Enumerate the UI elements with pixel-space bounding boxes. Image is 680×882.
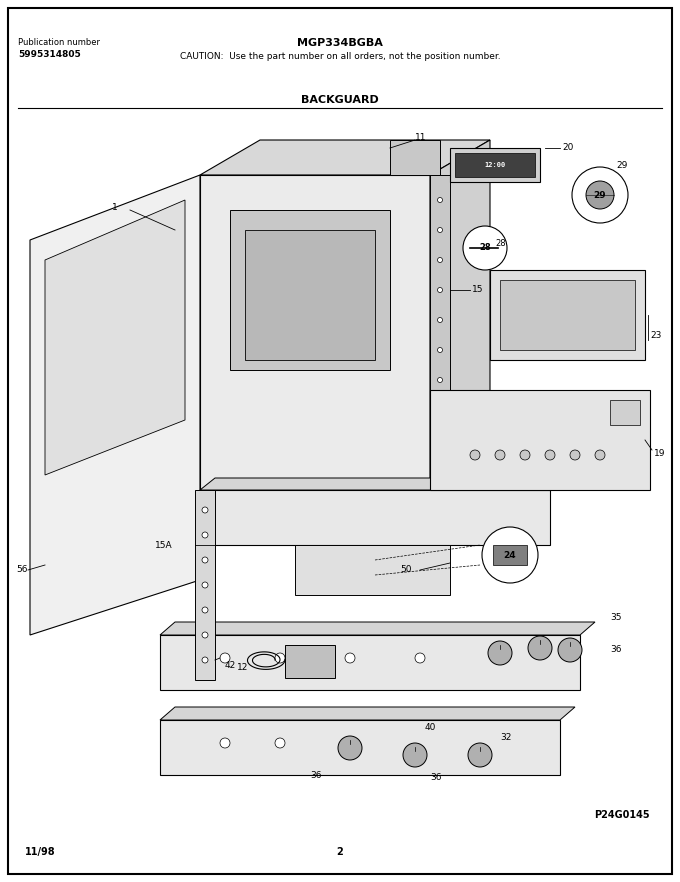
Text: 56: 56	[16, 565, 27, 574]
Circle shape	[437, 437, 443, 443]
Circle shape	[202, 507, 208, 513]
Polygon shape	[285, 645, 335, 678]
Circle shape	[482, 527, 538, 583]
Text: Publication number: Publication number	[18, 38, 100, 47]
Circle shape	[595, 450, 605, 460]
Circle shape	[437, 228, 443, 233]
Text: 23: 23	[650, 331, 662, 340]
Text: 12: 12	[237, 663, 248, 672]
Circle shape	[345, 653, 355, 663]
Circle shape	[470, 450, 480, 460]
Text: 29: 29	[594, 191, 607, 199]
Polygon shape	[490, 270, 645, 360]
Text: 12:00: 12:00	[484, 162, 506, 168]
Circle shape	[202, 582, 208, 588]
Polygon shape	[30, 175, 200, 635]
Polygon shape	[200, 490, 550, 545]
Polygon shape	[610, 400, 640, 425]
Text: MGP334BGBA: MGP334BGBA	[297, 38, 383, 48]
Text: 29: 29	[616, 161, 628, 169]
Text: 1: 1	[112, 203, 118, 212]
Polygon shape	[195, 490, 215, 680]
Circle shape	[495, 450, 505, 460]
Polygon shape	[450, 148, 540, 182]
Text: 35: 35	[610, 614, 622, 623]
Circle shape	[558, 638, 582, 662]
Polygon shape	[430, 390, 650, 490]
Text: 15: 15	[472, 286, 483, 295]
Polygon shape	[160, 635, 580, 690]
Polygon shape	[200, 478, 565, 490]
Circle shape	[202, 607, 208, 613]
Polygon shape	[200, 175, 430, 490]
Circle shape	[528, 636, 552, 660]
Polygon shape	[160, 707, 575, 720]
Circle shape	[403, 743, 427, 767]
Circle shape	[488, 641, 512, 665]
Text: 40: 40	[425, 723, 437, 732]
Text: 19: 19	[654, 449, 666, 458]
Text: 36: 36	[610, 646, 622, 654]
Polygon shape	[430, 140, 490, 490]
Circle shape	[437, 377, 443, 383]
Circle shape	[415, 653, 425, 663]
Text: 42: 42	[225, 661, 236, 669]
Polygon shape	[230, 210, 390, 370]
Circle shape	[437, 318, 443, 323]
Text: 20: 20	[562, 144, 573, 153]
Text: 15A: 15A	[155, 541, 173, 549]
Text: 32: 32	[500, 734, 511, 743]
Circle shape	[437, 348, 443, 353]
Text: 36: 36	[310, 771, 322, 780]
Circle shape	[437, 467, 443, 473]
Circle shape	[202, 657, 208, 663]
Text: 11/98: 11/98	[25, 847, 56, 857]
Circle shape	[220, 738, 230, 748]
Text: 50: 50	[401, 565, 412, 574]
Circle shape	[338, 736, 362, 760]
Polygon shape	[45, 200, 185, 475]
Text: 28: 28	[479, 243, 491, 252]
Circle shape	[572, 167, 628, 223]
Text: 11: 11	[415, 132, 426, 141]
Polygon shape	[245, 230, 375, 360]
Circle shape	[468, 743, 492, 767]
Text: 5995314805: 5995314805	[18, 50, 81, 59]
Circle shape	[520, 450, 530, 460]
Text: BACKGUARD: BACKGUARD	[301, 95, 379, 105]
Circle shape	[570, 450, 580, 460]
Circle shape	[275, 738, 285, 748]
Circle shape	[463, 226, 507, 270]
Polygon shape	[200, 140, 490, 175]
Text: 24: 24	[504, 550, 516, 559]
Circle shape	[437, 198, 443, 203]
Polygon shape	[295, 545, 450, 595]
Circle shape	[220, 653, 230, 663]
Text: 36: 36	[430, 774, 441, 782]
Polygon shape	[160, 622, 595, 635]
Polygon shape	[390, 140, 440, 175]
Circle shape	[437, 288, 443, 293]
Circle shape	[202, 557, 208, 563]
Circle shape	[437, 407, 443, 413]
Polygon shape	[500, 280, 635, 350]
Circle shape	[586, 181, 614, 209]
Circle shape	[275, 653, 285, 663]
Text: 28: 28	[495, 238, 506, 248]
Polygon shape	[455, 153, 535, 177]
Circle shape	[545, 450, 555, 460]
Circle shape	[202, 632, 208, 638]
Circle shape	[437, 258, 443, 263]
Polygon shape	[493, 545, 527, 565]
Polygon shape	[160, 720, 560, 775]
Text: P24G0145: P24G0145	[594, 810, 650, 820]
Polygon shape	[430, 175, 450, 490]
Text: 2: 2	[337, 847, 343, 857]
Text: CAUTION:  Use the part number on all orders, not the position number.: CAUTION: Use the part number on all orde…	[180, 52, 500, 61]
Circle shape	[202, 532, 208, 538]
